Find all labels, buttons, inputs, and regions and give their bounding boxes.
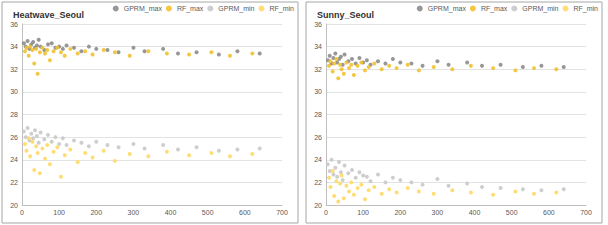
svg-text:RF_max: RF_max bbox=[177, 5, 204, 13]
svg-text:700: 700 bbox=[276, 209, 288, 216]
svg-text:400: 400 bbox=[165, 209, 177, 216]
svg-text:GPRM_min: GPRM_min bbox=[522, 5, 558, 13]
svg-text:GPRM_max: GPRM_max bbox=[428, 5, 467, 13]
svg-text:RF_min: RF_min bbox=[269, 5, 294, 13]
svg-text:300: 300 bbox=[128, 209, 140, 216]
svg-text:26: 26 bbox=[314, 134, 322, 141]
svg-text:200: 200 bbox=[90, 209, 102, 216]
svg-text:RF_max: RF_max bbox=[481, 5, 508, 13]
svg-text:0: 0 bbox=[20, 209, 24, 216]
svg-text:0: 0 bbox=[324, 209, 328, 216]
svg-text:500: 500 bbox=[202, 209, 214, 216]
svg-text:700: 700 bbox=[580, 209, 592, 216]
svg-text:32: 32 bbox=[10, 66, 18, 73]
svg-text:300: 300 bbox=[432, 209, 444, 216]
svg-text:28: 28 bbox=[10, 111, 18, 118]
svg-text:36: 36 bbox=[314, 21, 322, 28]
svg-text:26: 26 bbox=[10, 134, 18, 141]
svg-text:24: 24 bbox=[314, 156, 322, 163]
svg-text:24: 24 bbox=[10, 156, 18, 163]
svg-text:22: 22 bbox=[10, 179, 18, 186]
svg-text:100: 100 bbox=[53, 209, 65, 216]
svg-text:20: 20 bbox=[314, 202, 322, 209]
svg-text:500: 500 bbox=[506, 209, 518, 216]
svg-text:34: 34 bbox=[314, 43, 322, 50]
svg-text:Sunny_Seoul: Sunny_Seoul bbox=[317, 10, 374, 20]
svg-text:22: 22 bbox=[314, 179, 322, 186]
svg-text:28: 28 bbox=[314, 111, 322, 118]
svg-text:400: 400 bbox=[469, 209, 481, 216]
svg-text:32: 32 bbox=[314, 66, 322, 73]
svg-text:RF_min: RF_min bbox=[573, 5, 598, 13]
svg-text:600: 600 bbox=[543, 209, 555, 216]
svg-text:30: 30 bbox=[314, 88, 322, 95]
svg-text:100: 100 bbox=[357, 209, 369, 216]
svg-text:200: 200 bbox=[394, 209, 406, 216]
svg-text:36: 36 bbox=[10, 21, 18, 28]
svg-text:Heatwave_Seoul: Heatwave_Seoul bbox=[13, 10, 84, 20]
svg-text:600: 600 bbox=[239, 209, 251, 216]
svg-text:20: 20 bbox=[10, 202, 18, 209]
svg-text:GPRM_min: GPRM_min bbox=[218, 5, 254, 13]
svg-text:30: 30 bbox=[10, 88, 18, 95]
svg-text:GPRM_max: GPRM_max bbox=[124, 5, 163, 13]
svg-text:34: 34 bbox=[10, 43, 18, 50]
